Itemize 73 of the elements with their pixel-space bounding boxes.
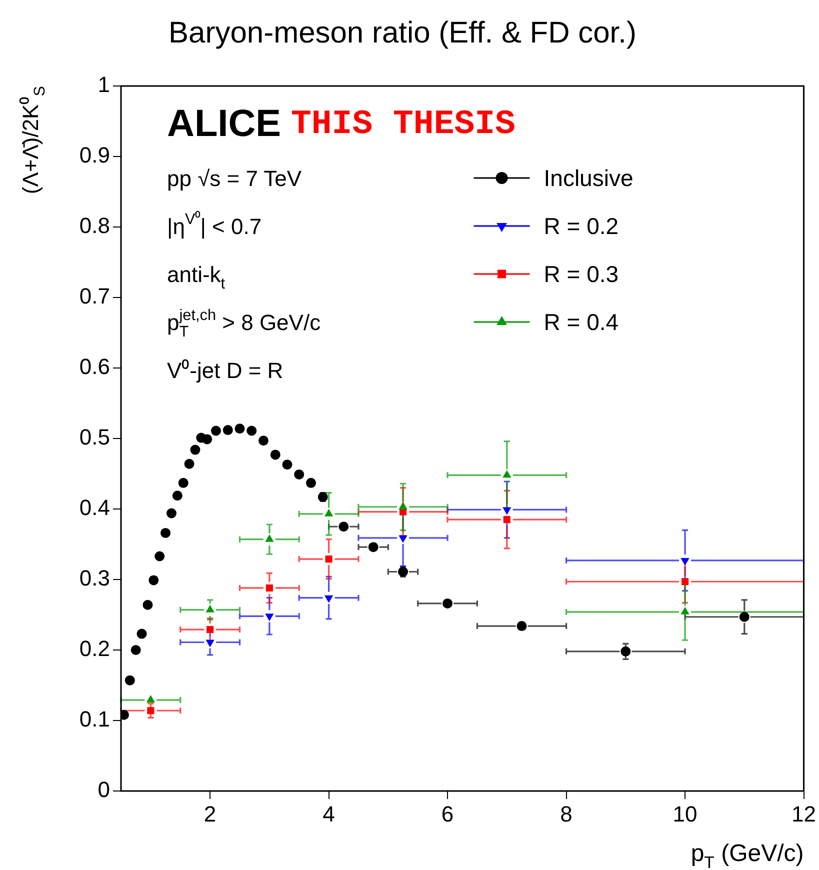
- y-tick-label: 0: [98, 777, 110, 802]
- point: [620, 646, 631, 656]
- point: [739, 612, 750, 622]
- point: [324, 595, 334, 603]
- point: [172, 490, 182, 501]
- point: [178, 478, 188, 488]
- x-tick-label: 2: [204, 801, 216, 826]
- point: [324, 508, 334, 516]
- point: [398, 535, 408, 543]
- point: [147, 707, 154, 714]
- point: [184, 458, 194, 469]
- point: [154, 551, 165, 562]
- point: [681, 578, 689, 586]
- y-tick-label: 0.6: [79, 354, 110, 380]
- point: [266, 584, 273, 592]
- point: [206, 640, 214, 648]
- point: [146, 695, 156, 703]
- y-tick-label: 0.4: [79, 495, 110, 520]
- y-tick-label: 0.3: [79, 566, 110, 591]
- x-tick-label: 10: [672, 801, 698, 826]
- point: [680, 558, 690, 566]
- point: [166, 508, 176, 518]
- point: [325, 556, 332, 563]
- point: [265, 614, 274, 622]
- y-tick-label: 0.1: [79, 706, 110, 732]
- point: [680, 606, 690, 614]
- legend-label: R = 0.2: [544, 213, 619, 239]
- point: [338, 522, 349, 532]
- point: [136, 628, 147, 639]
- legend-label: Inclusive: [544, 165, 634, 191]
- point: [282, 460, 292, 470]
- point: [190, 444, 200, 455]
- point: [368, 542, 378, 552]
- point: [246, 426, 257, 436]
- point: [160, 528, 171, 538]
- annotation: ALICE: [167, 103, 281, 145]
- point: [502, 470, 512, 478]
- point: [516, 621, 527, 632]
- legend-label: R = 0.4: [544, 309, 619, 335]
- y-tick-label: 0.2: [79, 636, 110, 662]
- point: [130, 645, 141, 655]
- point: [210, 426, 221, 436]
- y-tick-label: 1: [98, 72, 110, 98]
- point: [124, 675, 135, 686]
- point: [294, 469, 304, 480]
- point: [222, 425, 233, 436]
- x-tick-label: 8: [560, 801, 572, 826]
- x-tick-label: 6: [441, 801, 454, 826]
- annotation: THIS THESIS: [291, 106, 516, 144]
- y-tick-label: 0.8: [79, 213, 110, 238]
- point: [206, 604, 214, 612]
- point: [503, 516, 510, 524]
- point: [206, 626, 214, 634]
- x-tick-label: 4: [322, 801, 335, 826]
- point: [502, 507, 512, 515]
- point: [442, 598, 453, 608]
- point: [202, 434, 212, 444]
- y-tick-label: 0.7: [79, 284, 110, 309]
- point: [142, 600, 153, 610]
- legend-label: R = 0.3: [544, 261, 619, 287]
- chart-title: Baryon-meson ratio (Eff. & FD cor.): [168, 16, 636, 50]
- point: [265, 534, 274, 542]
- x-tick-label: 12: [792, 801, 816, 826]
- point: [258, 436, 268, 446]
- point: [398, 502, 408, 510]
- annotation: pp √s = 7 TeV: [167, 166, 302, 191]
- y-tick-label: 0.5: [79, 424, 110, 450]
- point: [148, 575, 159, 586]
- annotation: V⁰-jet D = R: [167, 358, 284, 383]
- y-tick-label: 0.9: [79, 142, 110, 168]
- y-axis-title: (Λ+Λ̄)/2K⁰S: [18, 86, 49, 194]
- point: [270, 450, 280, 460]
- point: [234, 424, 245, 434]
